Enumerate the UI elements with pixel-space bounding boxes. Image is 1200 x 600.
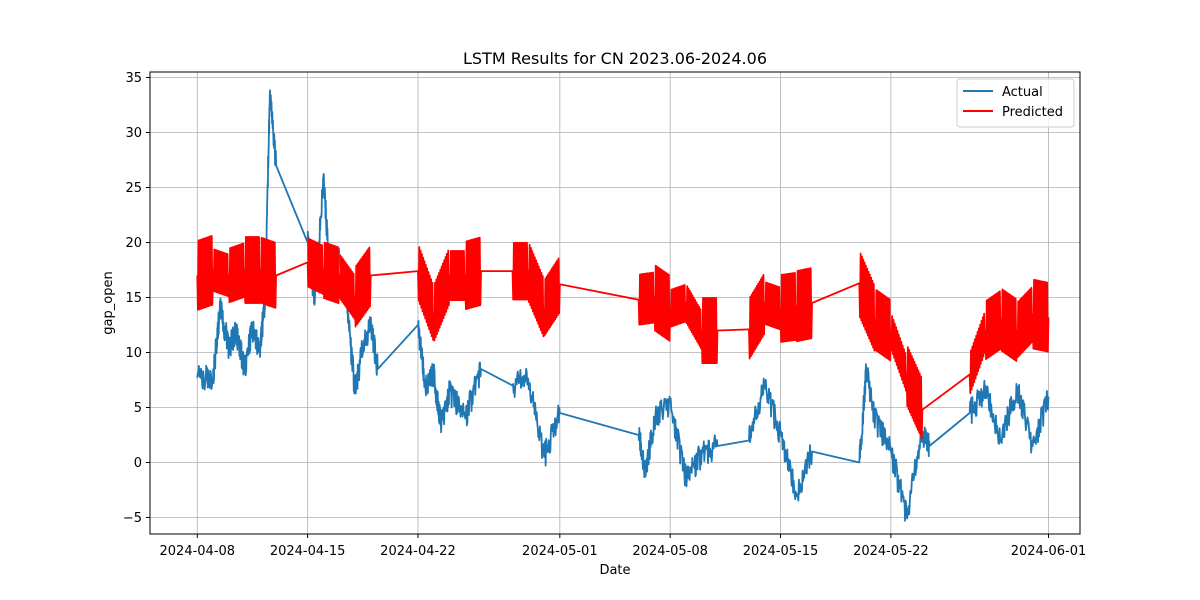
x-tick-label: 2024-05-08: [632, 544, 708, 559]
y-tick-label: 5: [134, 401, 142, 416]
y-tick-label: −5: [123, 511, 142, 526]
x-tick-label: 2024-04-08: [160, 544, 236, 559]
y-tick-label: 30: [125, 126, 142, 141]
y-tick-label: 10: [125, 346, 142, 361]
y-tick-label: 15: [125, 291, 142, 306]
y-tick-label: 35: [125, 71, 142, 86]
x-tick-label: 2024-04-22: [380, 544, 456, 559]
x-tick-label: 2024-05-15: [743, 544, 819, 559]
x-axis-title: Date: [599, 563, 630, 578]
y-tick-label: 20: [125, 236, 142, 251]
series-layer: [196, 89, 1050, 522]
legend: Actual Predicted: [956, 78, 1075, 128]
x-tick-label: 2024-04-15: [270, 544, 346, 559]
axis-ticks: 2024-04-08 2024-04-15 2024-04-22 2024-05-01…: [123, 71, 1086, 559]
y-tick-label: 25: [125, 181, 142, 196]
y-axis-title: gap_open: [101, 271, 116, 334]
series-line-predicted: [196, 234, 1050, 440]
plot-frame: [149, 71, 1081, 535]
legend-label-actual: Actual: [1002, 85, 1043, 100]
y-tick-label: 0: [134, 456, 142, 471]
legend-label-predicted: Predicted: [1002, 105, 1063, 120]
x-tick-label: 2024-06-01: [1011, 544, 1087, 559]
x-tick-label: 2024-05-01: [522, 544, 598, 559]
x-tick-label: 2024-05-22: [853, 544, 929, 559]
chart-title: LSTM Results for CN 2023.06-2024.06: [463, 49, 767, 68]
